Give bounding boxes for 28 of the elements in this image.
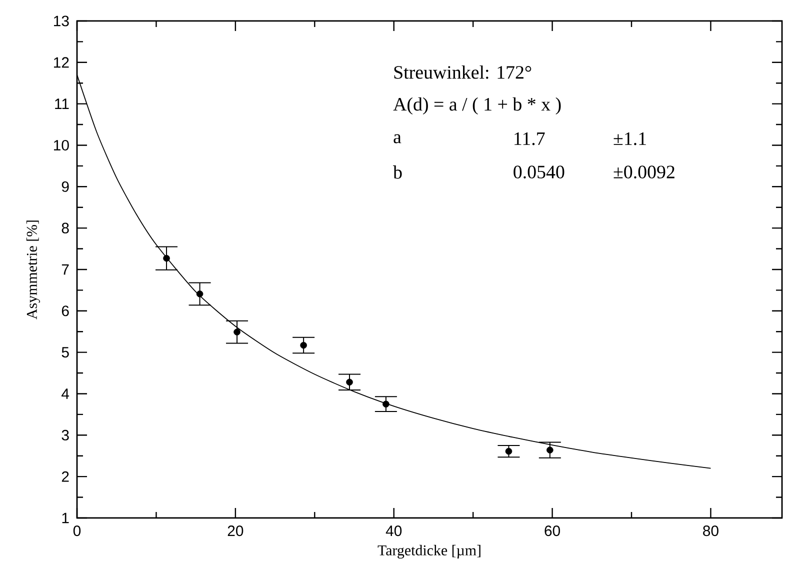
y-tick-label: 9 bbox=[62, 181, 69, 192]
x-tick-label: 40 bbox=[386, 526, 402, 536]
y-tick-label: 4 bbox=[62, 388, 70, 399]
y-tick-label: 12 bbox=[54, 57, 69, 68]
y-tick-label: 8 bbox=[62, 222, 69, 234]
y-tick-label: 5 bbox=[62, 347, 69, 358]
x-tick-label: 80 bbox=[703, 526, 718, 536]
y-tick-label: 10 bbox=[54, 140, 69, 151]
x-tick-label: 0 bbox=[73, 526, 81, 536]
y-tick-label: 7 bbox=[62, 264, 69, 275]
y-tick-label: 6 bbox=[62, 306, 69, 316]
annotation: ±0.0092 bbox=[614, 166, 674, 178]
y-tick-label: 2 bbox=[62, 471, 69, 482]
x-tick-label: 20 bbox=[228, 526, 244, 536]
annotation: A(d) = a / ( 1 + b * x ) bbox=[393, 97, 561, 115]
y-axis-title: Asymmetrie [%] bbox=[26, 220, 40, 320]
annotation: b bbox=[393, 165, 402, 179]
annotation: 11.7 bbox=[514, 132, 545, 146]
annotation: Streuwinkel: 172° bbox=[394, 65, 532, 79]
annotation: 0.0540 bbox=[514, 166, 564, 178]
x-axis-title: Targetdicke [µm] bbox=[378, 544, 480, 559]
annotation: ±1.1 bbox=[614, 132, 646, 146]
y-tick-label: 3 bbox=[62, 430, 69, 440]
y-tick-label: 11 bbox=[55, 98, 69, 109]
annotation: a bbox=[394, 134, 402, 144]
y-tick-label: 1 bbox=[62, 512, 69, 524]
x-tick-label: 60 bbox=[544, 526, 560, 536]
y-tick-label: 13 bbox=[54, 16, 69, 26]
